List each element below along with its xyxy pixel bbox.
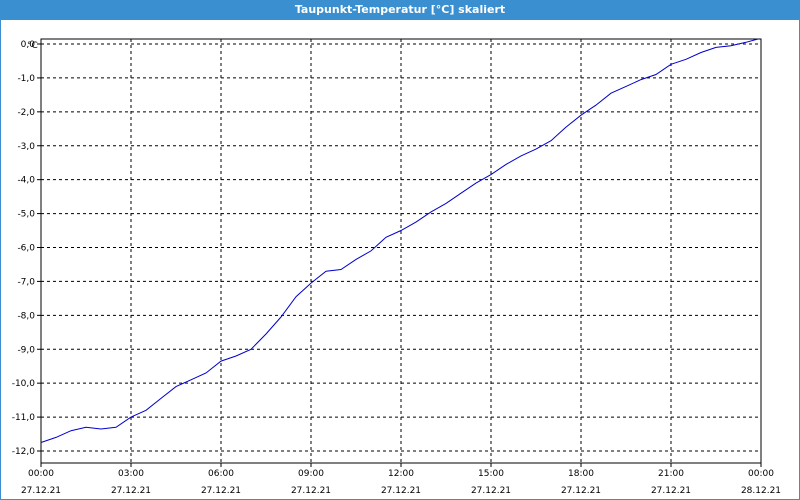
y-tick-label: -1,0 — [17, 74, 35, 84]
x-tick-time: 21:00 — [658, 469, 684, 479]
x-tick-time: 15:00 — [478, 469, 504, 479]
x-tick-date: 27.12.21 — [21, 486, 61, 496]
y-tick-label: -11,0 — [12, 413, 36, 423]
x-tick-date: 27.12.21 — [471, 486, 511, 496]
x-tick-date: 28.12.21 — [741, 486, 781, 496]
chart-area: 0,0 -1,0 -2,0 -3,0 -4,0 -5,0 -6,0 -7,0 -8,0 -9,0 -… — [12, 38, 781, 496]
y-tick-label: -9,0 — [17, 345, 35, 355]
y-tick-label: -4,0 — [17, 176, 35, 186]
x-tick-time: 09:00 — [298, 469, 324, 479]
x-tick-time: 18:00 — [568, 469, 594, 479]
y-axis-ticks: 0,0 -1,0 -2,0 -3,0 -4,0 -5,0 -6,0 -7,0 -8,0 -9,0 -… — [12, 40, 41, 457]
x-tick-time: 03:00 — [118, 469, 144, 479]
grid-lines — [41, 39, 761, 463]
x-tick-date: 27.12.21 — [291, 486, 331, 496]
y-tick-label: -6,0 — [17, 244, 35, 254]
x-tick-time: 06:00 — [208, 469, 234, 479]
y-tick-label: -8,0 — [17, 311, 35, 321]
y-tick-label: -10,0 — [12, 379, 36, 389]
y-tick-label: -12,0 — [12, 447, 36, 457]
x-tick-date: 27.12.21 — [201, 486, 241, 496]
x-tick-date: 27.12.21 — [111, 486, 151, 496]
y-tick-label: -7,0 — [17, 277, 35, 287]
x-tick-time: 00:00 — [28, 469, 54, 479]
dewpoint-series-line — [40, 38, 759, 443]
y-tick-label: 0,0 — [21, 40, 36, 50]
y-tick-label: -2,0 — [17, 108, 35, 118]
x-axis-ticks: 00:00 27.12.21 03:00 27.12.21 06:00 27.12.21 0… — [21, 463, 781, 496]
x-tick-date: 27.12.21 — [561, 486, 601, 496]
window-title: Taupunkt-Temperatur [°C] skaliert — [0, 0, 800, 20]
x-tick-time: 12:00 — [388, 469, 414, 479]
x-tick-time: 00:00 — [748, 469, 774, 479]
x-tick-date: 27.12.21 — [651, 486, 691, 496]
y-axis-unit: °C — [27, 41, 38, 51]
y-tick-label: -3,0 — [17, 142, 35, 152]
y-tick-label: -5,0 — [17, 210, 35, 220]
x-tick-date: 27.12.21 — [381, 486, 421, 496]
